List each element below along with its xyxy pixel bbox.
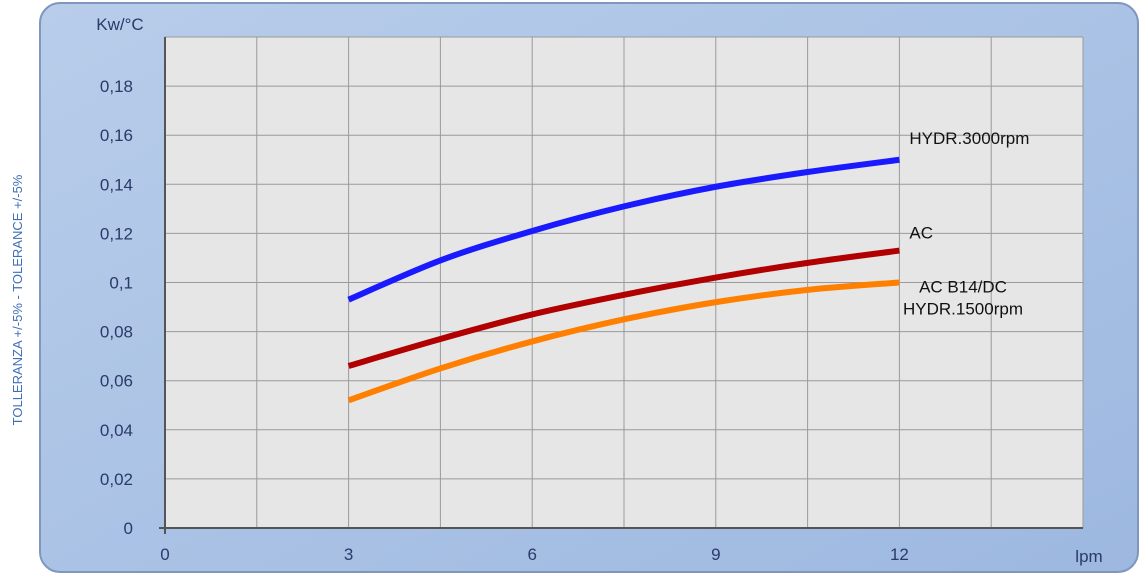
series-label: AC B14/DC: [919, 278, 1007, 297]
series-label: AC: [909, 224, 933, 243]
x-tick-label: 0: [160, 545, 169, 564]
x-tick-label: 12: [890, 545, 909, 564]
x-axis-unit: lpm: [1075, 547, 1102, 566]
series-label: HYDR.1500rpm: [903, 300, 1023, 319]
y-tick-label: 0,16: [100, 126, 133, 145]
series-lines: [347, 156, 900, 404]
y-axis-unit: Kw/°C: [96, 15, 143, 34]
axes: [159, 37, 1083, 534]
y-tick-label: 0,14: [100, 175, 133, 194]
series-labels: HYDR.3000rpm AC AC B14/DC HYDR.1500rpm: [903, 129, 1029, 319]
x-tick-label: 9: [711, 545, 720, 564]
y-tick-label: 0: [124, 519, 133, 538]
series-line-2: [347, 247, 900, 369]
tolerance-note: TOLLERANZA +/-5% - TOLERANCE +/-5%: [10, 174, 25, 425]
y-tick-label: 0,04: [100, 421, 133, 440]
series-line-1: [347, 156, 900, 303]
x-tick-label: 6: [527, 545, 536, 564]
x-tick-labels: 0 3 6 9 12: [160, 545, 909, 564]
x-tick-label: 3: [344, 545, 353, 564]
y-tick-label: 0,02: [100, 470, 133, 489]
y-tick-label: 0,18: [100, 77, 133, 96]
y-tick-label: 0,1: [109, 274, 133, 293]
y-tick-label: 0,06: [100, 372, 133, 391]
y-tick-labels: 0 0,02 0,04 0,06 0,08 0,1 0,12 0,14 0,16 0,18: [100, 77, 133, 538]
series-line-3: [347, 279, 900, 404]
y-tick-label: 0,08: [100, 323, 133, 342]
series-label: HYDR.3000rpm: [909, 129, 1029, 148]
y-tick-label: 0,12: [100, 224, 133, 243]
